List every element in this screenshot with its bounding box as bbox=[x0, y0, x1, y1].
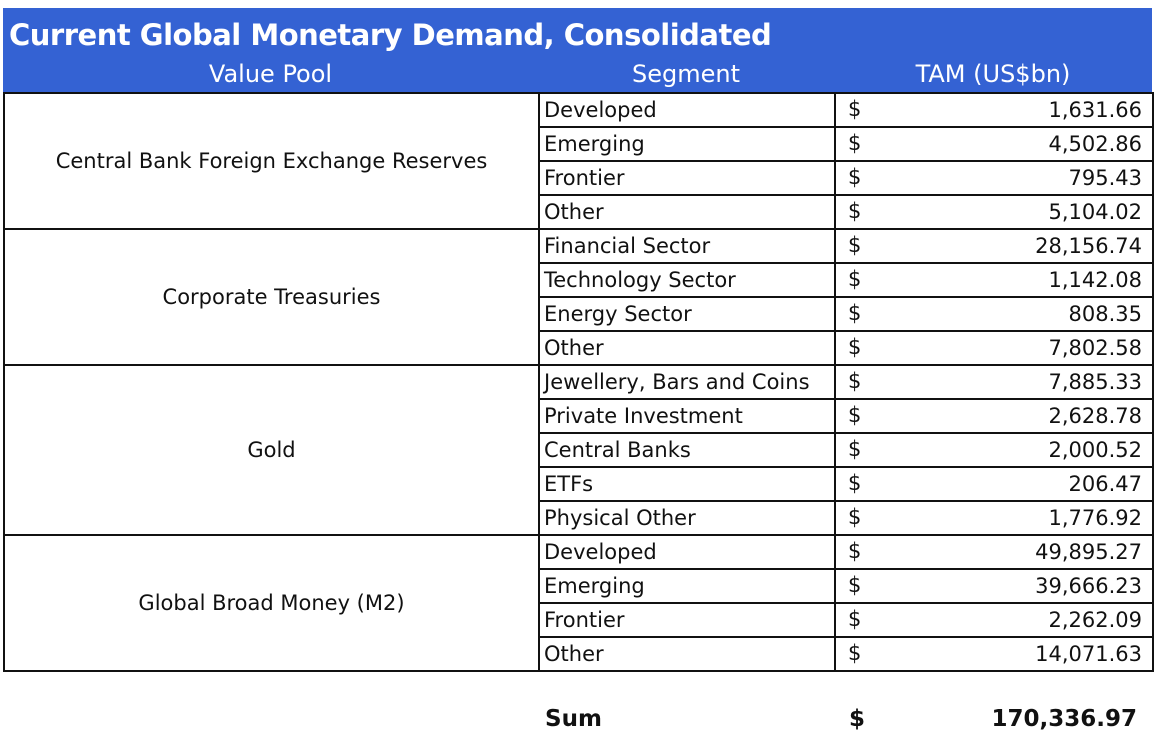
tam-cell: $7,885.33 bbox=[834, 364, 1154, 400]
value-pool-cell: Corporate Treasuries bbox=[3, 228, 540, 366]
segment-cell: Developed bbox=[538, 534, 836, 570]
currency-symbol: $ bbox=[848, 97, 862, 121]
segment-cell: Frontier bbox=[538, 160, 836, 196]
table-row: Technology Sector $1,142.08 bbox=[4, 262, 1154, 298]
segment-cell: Other bbox=[538, 636, 836, 672]
table-row: Global Broad Money (M2) Developed $49,895.… bbox=[3, 534, 1154, 672]
segment-cell: Central Banks bbox=[538, 432, 836, 468]
table-row: Other $14,071.63 bbox=[4, 636, 1154, 672]
tam-cell: $2,000.52 bbox=[834, 432, 1154, 468]
tam-value: 808.35 bbox=[1068, 302, 1142, 326]
header-segment: Segment bbox=[632, 60, 740, 88]
segment-cell: Technology Sector bbox=[538, 262, 836, 298]
demand-table: Central Bank Foreign Exchange Reserves De… bbox=[3, 92, 1154, 672]
tam-value: 206.47 bbox=[1068, 472, 1142, 496]
tam-cell: $7,802.58 bbox=[834, 330, 1154, 366]
tam-cell: $808.35 bbox=[834, 296, 1154, 332]
tam-value: 795.43 bbox=[1068, 166, 1142, 190]
sum-currency: $ bbox=[849, 706, 866, 732]
tam-cell: $4,502.86 bbox=[834, 126, 1154, 162]
tam-value: 2,000.52 bbox=[1048, 438, 1142, 462]
currency-symbol: $ bbox=[848, 369, 862, 393]
sum-label: Sum bbox=[545, 706, 602, 732]
segment-cell: Other bbox=[538, 194, 836, 230]
currency-symbol: $ bbox=[848, 607, 862, 631]
value-pool-cell: Global Broad Money (M2) bbox=[3, 534, 540, 672]
currency-symbol: $ bbox=[848, 505, 862, 529]
table-row: Central Bank Foreign Exchange Reserves De… bbox=[3, 92, 1154, 230]
tam-cell: $1,776.92 bbox=[834, 500, 1154, 536]
table-row: Other $5,104.02 bbox=[4, 194, 1154, 230]
currency-symbol: $ bbox=[848, 641, 862, 665]
currency-symbol: $ bbox=[848, 267, 862, 291]
segment-cell: Jewellery, Bars and Coins bbox=[538, 364, 836, 400]
tam-value: 5,104.02 bbox=[1048, 200, 1142, 224]
tam-cell: $795.43 bbox=[834, 160, 1154, 196]
currency-symbol: $ bbox=[848, 403, 862, 427]
table-header-band: Current Global Monetary Demand, Consolid… bbox=[3, 8, 1152, 92]
segment-cell: Emerging bbox=[538, 126, 836, 162]
segment-cell: Energy Sector bbox=[538, 296, 836, 332]
segment-cell: Frontier bbox=[538, 602, 836, 638]
tam-cell: $2,262.09 bbox=[834, 602, 1154, 638]
segment-cell: Financial Sector bbox=[538, 228, 836, 264]
segment-cell: Other bbox=[538, 330, 836, 366]
table-row: Corporate Treasuries Financial Sector $28,… bbox=[3, 228, 1154, 366]
currency-symbol: $ bbox=[848, 573, 862, 597]
currency-symbol: $ bbox=[848, 199, 862, 223]
segment-cell: Physical Other bbox=[538, 500, 836, 536]
tam-value: 2,262.09 bbox=[1048, 608, 1142, 632]
value-pool-cell: Central Bank Foreign Exchange Reserves bbox=[3, 92, 540, 230]
tam-cell: $14,071.63 bbox=[834, 636, 1154, 672]
currency-symbol: $ bbox=[848, 131, 862, 155]
table-row: Emerging $4,502.86 bbox=[4, 126, 1154, 162]
tam-value: 4,502.86 bbox=[1048, 132, 1142, 156]
segment-cell: Private Investment bbox=[538, 398, 836, 434]
table-row: Energy Sector $808.35 bbox=[4, 296, 1154, 332]
tam-value: 1,631.66 bbox=[1048, 98, 1142, 122]
tam-value: 7,885.33 bbox=[1048, 370, 1142, 394]
currency-symbol: $ bbox=[848, 165, 862, 189]
tam-value: 28,156.74 bbox=[1035, 234, 1142, 258]
tam-value: 1,142.08 bbox=[1048, 268, 1142, 292]
table-row: Physical Other $1,776.92 bbox=[4, 500, 1154, 536]
table-row: Private Investment $2,628.78 bbox=[4, 398, 1154, 434]
table-title: Current Global Monetary Demand, Consolid… bbox=[9, 18, 772, 52]
table-row: ETFs $206.47 bbox=[4, 466, 1154, 502]
tam-value: 1,776.92 bbox=[1048, 506, 1142, 530]
table-row: Frontier $2,262.09 bbox=[4, 602, 1154, 638]
table-row: Central Banks $2,000.52 bbox=[4, 432, 1154, 468]
tam-cell: $1,631.66 bbox=[834, 92, 1154, 128]
currency-symbol: $ bbox=[848, 335, 862, 359]
tam-value: 39,666.23 bbox=[1035, 574, 1142, 598]
tam-cell: $206.47 bbox=[834, 466, 1154, 502]
table-row: Other $7,802.58 bbox=[4, 330, 1154, 366]
tam-cell: $28,156.74 bbox=[834, 228, 1154, 264]
tam-cell: $2,628.78 bbox=[834, 398, 1154, 434]
currency-symbol: $ bbox=[848, 471, 862, 495]
table-row: Gold Jewellery, Bars and Coins $7,885.33 bbox=[3, 364, 1154, 536]
tam-cell: $1,142.08 bbox=[834, 262, 1154, 298]
sum-value: 170,336.97 bbox=[991, 706, 1137, 732]
tam-value: 2,628.78 bbox=[1048, 404, 1142, 428]
segment-cell: Developed bbox=[538, 92, 836, 128]
tam-value: 7,802.58 bbox=[1048, 336, 1142, 360]
tam-value: 49,895.27 bbox=[1035, 540, 1142, 564]
currency-symbol: $ bbox=[848, 437, 862, 461]
currency-symbol: $ bbox=[848, 233, 862, 257]
header-value-pool: Value Pool bbox=[208, 60, 333, 88]
segment-cell: Emerging bbox=[538, 568, 836, 604]
currency-symbol: $ bbox=[848, 539, 862, 563]
tam-value: 14,071.63 bbox=[1035, 642, 1142, 666]
table-row: Frontier $795.43 bbox=[4, 160, 1154, 196]
segment-cell: ETFs bbox=[538, 466, 836, 502]
tam-cell: $39,666.23 bbox=[834, 568, 1154, 604]
tam-cell: $49,895.27 bbox=[834, 534, 1154, 570]
table-row: Emerging $39,666.23 bbox=[4, 568, 1154, 604]
value-pool-cell: Gold bbox=[3, 364, 540, 536]
currency-symbol: $ bbox=[848, 301, 862, 325]
tam-cell: $5,104.02 bbox=[834, 194, 1154, 230]
header-tam: TAM (US$bn) bbox=[915, 60, 1071, 88]
